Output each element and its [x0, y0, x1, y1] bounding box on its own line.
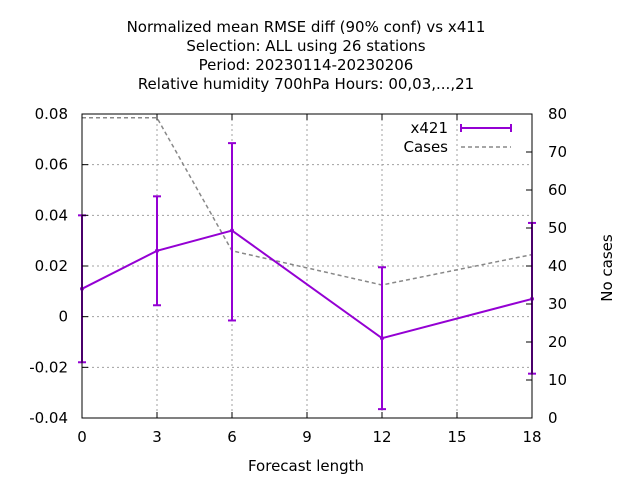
x421-point [155, 248, 159, 253]
legend-label-cases: Cases [403, 138, 448, 156]
x-tick-label: 3 [152, 428, 162, 446]
y2-tick-label: 50 [548, 219, 567, 237]
y2-tick-label: 70 [548, 143, 567, 161]
y-tick-label: 0.06 [35, 156, 68, 174]
x-tick-label: 12 [372, 428, 391, 446]
y2-tick-label: 0 [548, 409, 558, 427]
y-tick-label: 0.02 [35, 257, 68, 275]
y2-tick-label: 80 [548, 105, 567, 123]
y-tick-label: -0.02 [29, 358, 68, 376]
y-tick-label: -0.04 [29, 409, 68, 427]
y-tick-label: 0 [58, 308, 68, 326]
x421-point [230, 228, 234, 233]
chart-title: Normalized mean RMSE diff (90% conf) vs … [127, 18, 486, 93]
x421-line [81, 229, 533, 340]
x-axis-label: Forecast length [248, 457, 364, 475]
title-line-1: Normalized mean RMSE diff (90% conf) vs … [127, 18, 486, 36]
x-tick-label: 18 [522, 428, 541, 446]
x421-point [380, 336, 384, 341]
title-line-4: Relative humidity 700hPa Hours: 00,03,..… [138, 75, 474, 93]
y2-tick-label: 30 [548, 295, 567, 313]
x-tick-label: 15 [447, 428, 466, 446]
legend-label-x421: x421 [410, 119, 448, 137]
x-tick-label: 9 [302, 428, 312, 446]
ticks: 0 3 6 9 12 15 18 -0.04 -0.02 0 0.02 0.04 0.06 0.08 0 10… [29, 105, 567, 446]
y2-tick-label: 20 [548, 333, 567, 351]
x-tick-label: 0 [77, 428, 87, 446]
y-tick-label: 0.08 [35, 105, 68, 123]
y2-tick-label: 60 [548, 181, 567, 199]
y2-axis-label: No cases [598, 234, 616, 302]
title-line-3: Period: 20230114-20230206 [199, 56, 414, 74]
y-tick-label: 0.04 [35, 206, 68, 224]
grid [82, 114, 532, 418]
y2-tick-label: 40 [548, 257, 567, 275]
x-tick-label: 6 [227, 428, 237, 446]
legend: x421 Cases [403, 119, 512, 156]
title-line-2: Selection: ALL using 26 stations [186, 37, 425, 55]
y2-tick-label: 10 [548, 371, 567, 389]
